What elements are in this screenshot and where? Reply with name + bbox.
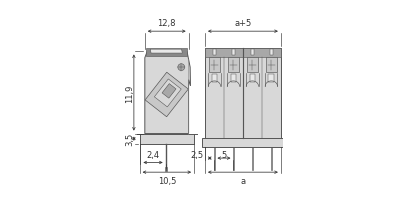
- Circle shape: [178, 64, 185, 71]
- Bar: [202, 139, 284, 147]
- Text: 2,4: 2,4: [146, 150, 160, 159]
- Text: 11,9: 11,9: [125, 84, 134, 102]
- Bar: [247, 58, 258, 73]
- Bar: [233, 139, 234, 170]
- Polygon shape: [154, 80, 181, 107]
- Bar: [232, 50, 235, 56]
- Bar: [270, 139, 272, 170]
- Bar: [230, 75, 236, 83]
- Text: 3,5: 3,5: [125, 132, 134, 146]
- Polygon shape: [146, 49, 187, 57]
- Text: 10,5: 10,5: [158, 176, 176, 185]
- Bar: [268, 75, 274, 83]
- Polygon shape: [150, 50, 182, 54]
- Bar: [205, 48, 281, 139]
- Polygon shape: [140, 134, 194, 144]
- Bar: [164, 168, 167, 171]
- Bar: [214, 139, 215, 170]
- Text: 2,5: 2,5: [190, 150, 204, 159]
- Polygon shape: [145, 73, 188, 117]
- Polygon shape: [145, 52, 190, 134]
- Text: 5: 5: [221, 150, 226, 159]
- Bar: [252, 139, 253, 170]
- Text: a+5: a+5: [234, 19, 252, 28]
- Bar: [212, 75, 217, 83]
- Bar: [251, 50, 254, 56]
- Bar: [270, 50, 273, 56]
- Bar: [209, 58, 220, 73]
- Bar: [250, 75, 255, 83]
- Bar: [228, 58, 239, 73]
- Text: 12,8: 12,8: [158, 19, 176, 28]
- Bar: [213, 50, 216, 56]
- Polygon shape: [162, 84, 176, 99]
- Text: a: a: [240, 176, 246, 185]
- Bar: [205, 48, 281, 57]
- Bar: [266, 58, 277, 73]
